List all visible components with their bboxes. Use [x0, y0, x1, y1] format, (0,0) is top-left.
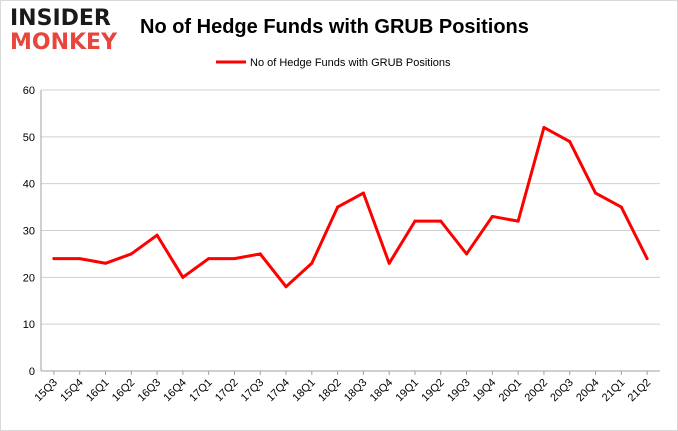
- x-tick-label-20Q3: 20Q3: [548, 377, 576, 405]
- x-tick-label-19Q2: 19Q2: [419, 377, 447, 405]
- chart-title: No of Hedge Funds with GRUB Positions: [140, 16, 529, 38]
- data-point-16Q1: [103, 261, 107, 265]
- x-tick-label-16Q4: 16Q4: [161, 377, 189, 405]
- x-tick-label-16Q1: 16Q1: [84, 377, 112, 405]
- x-tick-label-17Q3: 17Q3: [239, 377, 267, 405]
- y-tick-label-20: 20: [23, 272, 35, 284]
- data-point-20Q1: [516, 219, 520, 223]
- data-point-20Q4: [594, 191, 598, 195]
- x-tick-label-17Q4: 17Q4: [265, 377, 293, 405]
- x-tick-label-16Q2: 16Q2: [110, 377, 138, 405]
- data-point-20Q2: [542, 125, 546, 129]
- y-tick-label-60: 60: [23, 85, 35, 97]
- legend-label: No of Hedge Funds with GRUB Positions: [250, 57, 451, 69]
- x-tick-label-16Q3: 16Q3: [136, 377, 164, 405]
- data-point-15Q4: [78, 257, 82, 261]
- data-point-21Q2: [645, 257, 649, 261]
- x-tick-label-19Q3: 19Q3: [445, 377, 473, 405]
- data-point-19Q3: [465, 252, 469, 256]
- x-tick-label-18Q1: 18Q1: [290, 377, 318, 405]
- data-point-18Q1: [310, 261, 314, 265]
- x-tick-label-17Q1: 17Q1: [187, 377, 215, 405]
- data-point-16Q4: [181, 275, 185, 279]
- data-point-17Q4: [284, 285, 288, 289]
- logo-line-1: INSIDER: [10, 6, 111, 31]
- x-tick-label-20Q1: 20Q1: [497, 377, 525, 405]
- x-tick-label-15Q3: 15Q3: [32, 377, 60, 405]
- x-tick-label-19Q4: 19Q4: [471, 377, 499, 405]
- x-tick-label-18Q2: 18Q2: [316, 377, 344, 405]
- data-point-19Q4: [490, 214, 494, 218]
- x-tick-label-20Q2: 20Q2: [523, 377, 551, 405]
- y-tick-label-50: 50: [23, 132, 35, 144]
- data-point-18Q3: [361, 191, 365, 195]
- x-tick-label-18Q3: 18Q3: [342, 377, 370, 405]
- data-point-18Q2: [336, 205, 340, 209]
- data-point-21Q1: [619, 205, 623, 209]
- data-point-17Q2: [232, 257, 236, 261]
- data-point-17Q1: [207, 257, 211, 261]
- x-tick-label-17Q2: 17Q2: [213, 377, 241, 405]
- y-tick-label-0: 0: [29, 366, 35, 378]
- data-point-16Q3: [155, 233, 159, 237]
- x-tick-label-18Q4: 18Q4: [368, 377, 396, 405]
- y-tick-label-10: 10: [23, 319, 35, 331]
- data-point-20Q3: [568, 140, 572, 144]
- x-tick-label-20Q4: 20Q4: [574, 377, 602, 405]
- x-tick-label-21Q1: 21Q1: [600, 377, 628, 405]
- data-point-19Q1: [413, 219, 417, 223]
- x-tick-label-19Q1: 19Q1: [394, 377, 422, 405]
- data-point-16Q2: [129, 252, 133, 256]
- data-point-18Q4: [387, 261, 391, 265]
- x-tick-label-15Q4: 15Q4: [58, 377, 86, 405]
- data-point-19Q2: [439, 219, 443, 223]
- y-tick-label-30: 30: [23, 226, 35, 238]
- data-point-17Q3: [258, 252, 262, 256]
- series-line-0: [52, 125, 649, 289]
- x-tick-label-21Q2: 21Q2: [626, 377, 654, 405]
- insider-monkey-logo: INSIDER MONKEY: [10, 8, 128, 54]
- data-point-15Q3: [52, 257, 56, 261]
- y-tick-label-40: 40: [23, 179, 35, 191]
- logo-line-2: MONKEY: [10, 30, 118, 55]
